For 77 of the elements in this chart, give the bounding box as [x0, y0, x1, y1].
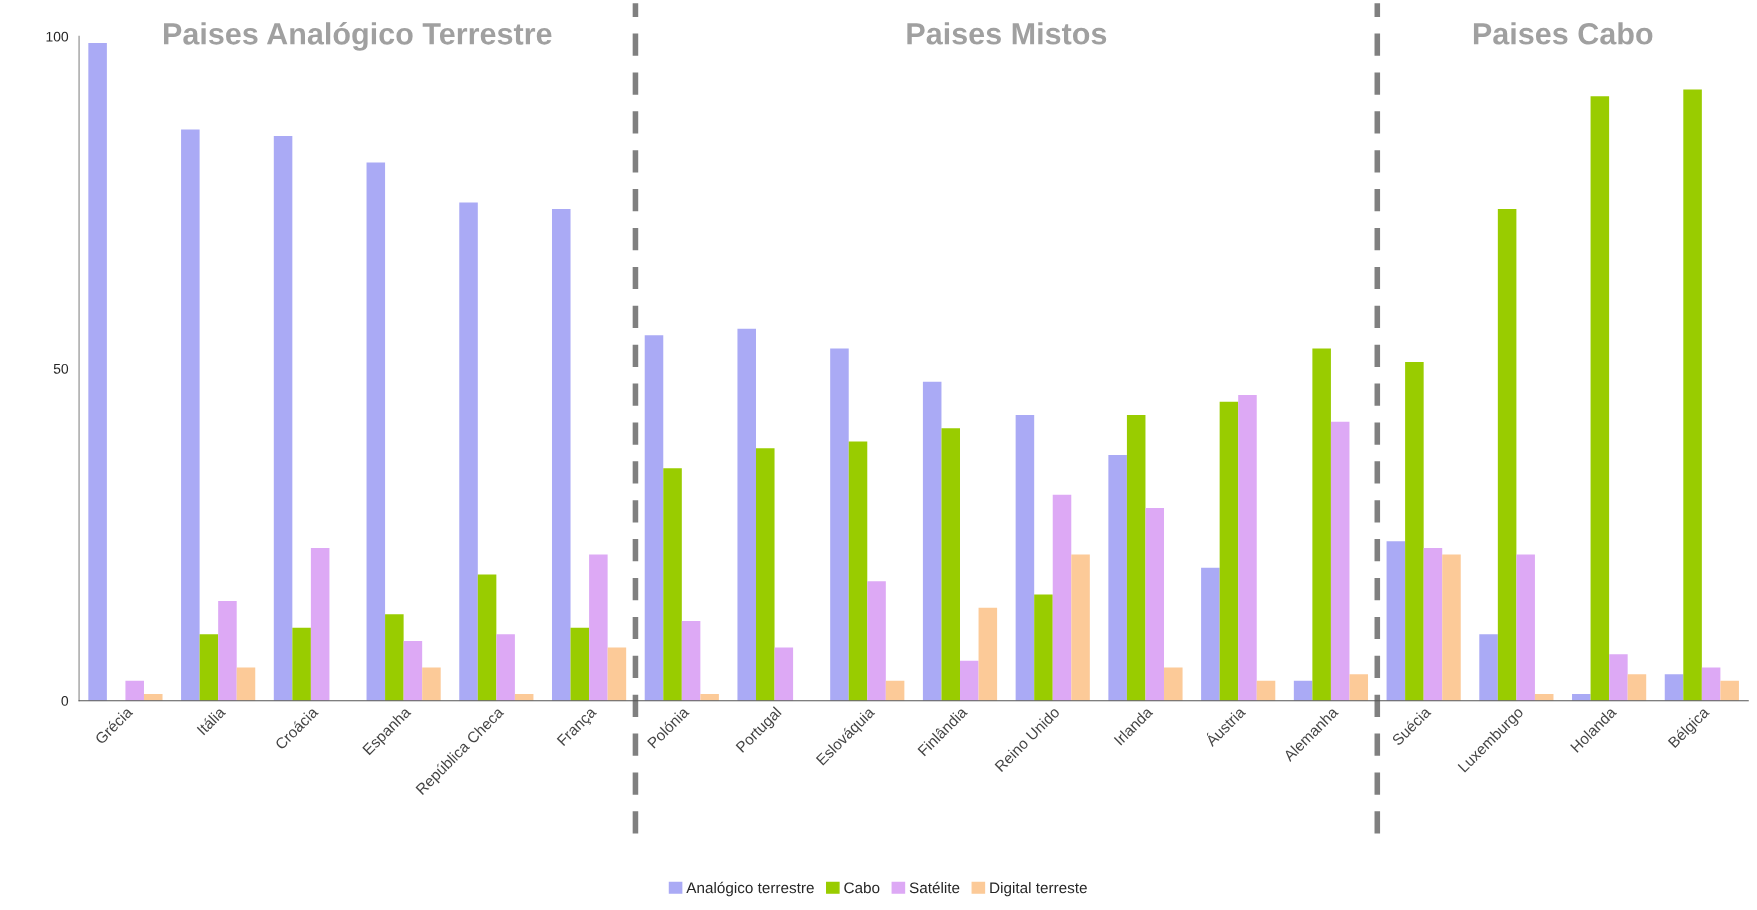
bar — [1349, 674, 1369, 701]
bar — [199, 634, 219, 701]
bar — [867, 581, 886, 701]
bar — [978, 607, 998, 701]
bar — [1442, 554, 1461, 701]
bar — [1201, 567, 1220, 701]
y-tick-label: 50 — [53, 363, 69, 374]
y-tick-label: 100 — [46, 31, 69, 42]
bar — [607, 647, 627, 701]
bar — [1497, 209, 1517, 701]
bar — [273, 136, 293, 701]
bar — [848, 441, 868, 701]
bar — [1405, 361, 1424, 701]
bar — [477, 574, 497, 701]
bar — [644, 335, 664, 701]
annotation: Paises Mistos — [907, 22, 1107, 45]
bar — [459, 202, 478, 701]
bar — [125, 680, 144, 701]
bar — [1609, 654, 1628, 701]
bar — [1516, 554, 1535, 701]
bar — [681, 620, 701, 701]
bar — [1293, 680, 1313, 701]
bar — [403, 640, 423, 701]
bar — [366, 162, 386, 701]
bar — [1720, 680, 1739, 701]
bar — [88, 43, 107, 701]
bar — [1627, 674, 1647, 701]
bar — [830, 348, 849, 701]
legend-label: Cabo — [844, 882, 880, 894]
bar — [551, 209, 571, 701]
legend-label: Analógico terrestre — [686, 881, 814, 897]
bar — [496, 634, 515, 701]
annotation: Paises Cabo — [1473, 22, 1653, 45]
bar — [570, 627, 590, 701]
bar — [1238, 395, 1257, 701]
bar — [1164, 667, 1183, 701]
bar — [1330, 421, 1350, 701]
bar — [1052, 494, 1072, 701]
bar — [589, 554, 608, 701]
bar — [143, 694, 163, 701]
bar — [922, 381, 942, 701]
y-tick-label: 0 — [61, 696, 69, 706]
bar — [1126, 415, 1146, 701]
bar — [737, 328, 756, 701]
bar — [1219, 401, 1239, 701]
bar — [1015, 415, 1035, 701]
bar — [385, 614, 404, 701]
bar — [756, 448, 775, 701]
bar — [1034, 594, 1053, 701]
annotation: Paises Analógico Terrestre — [164, 21, 552, 51]
bar — [1590, 96, 1610, 701]
bar — [181, 129, 200, 701]
bar — [1664, 674, 1684, 701]
bar — [1256, 680, 1276, 701]
bar — [774, 647, 794, 701]
bar — [1071, 554, 1090, 701]
bar — [1701, 667, 1721, 701]
bar — [1479, 634, 1498, 701]
bar — [1423, 547, 1443, 701]
bar — [1108, 454, 1127, 701]
bar — [885, 680, 905, 701]
bar — [1683, 89, 1702, 701]
bar — [1386, 541, 1406, 701]
bar — [310, 547, 330, 701]
legend-label: Digital terreste — [990, 882, 1087, 897]
legend-label: Satélite — [909, 881, 960, 894]
bar — [700, 694, 719, 701]
bar — [292, 627, 311, 701]
bar — [1145, 508, 1165, 701]
bar — [1312, 348, 1331, 701]
bar — [663, 468, 682, 701]
bar — [1572, 694, 1591, 701]
bar — [236, 667, 256, 701]
bar — [422, 667, 441, 701]
bar — [941, 428, 961, 701]
bar — [218, 601, 237, 701]
bar — [960, 660, 979, 701]
